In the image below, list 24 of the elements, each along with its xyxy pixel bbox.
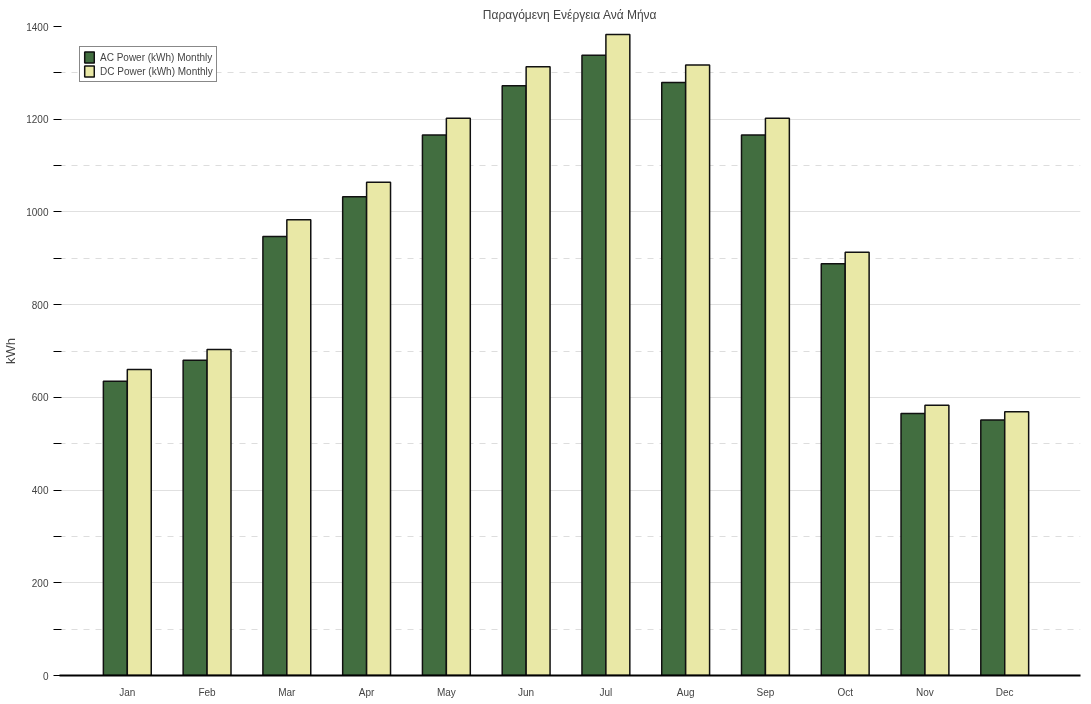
x-tick-label: Dec: [995, 686, 1014, 698]
x-tick-label: Sep: [756, 686, 775, 698]
x-tick-label: Apr: [358, 686, 376, 698]
y-tick-label: 1000: [26, 206, 49, 218]
x-tick-label: Feb: [198, 686, 217, 698]
x-tick-label: Jun: [518, 686, 535, 698]
x-tick-label: Jan: [119, 686, 136, 698]
x-tick-label: May: [436, 686, 456, 698]
y-tick-label: 400: [31, 485, 49, 497]
y-tick-label: 0: [42, 670, 49, 682]
x-tick-label: Mar: [278, 686, 297, 698]
x-tick-label: Jul: [599, 686, 613, 698]
y-tick-label: 200: [31, 577, 49, 589]
y-tick-label: 1200: [26, 114, 49, 126]
y-tick-label: 1400: [26, 21, 49, 33]
x-tick-label: Nov: [916, 686, 934, 698]
x-tick-label: Aug: [676, 686, 695, 698]
y-tick-label: 800: [31, 299, 49, 311]
x-tick-label: Oct: [837, 686, 854, 698]
chart-title: Παραγόμενη Ενέργεια Ανά Μήνα: [482, 7, 657, 22]
legend-label: AC Power (kWh) Monthly: [100, 50, 213, 64]
y-axis-title: kWh: [3, 338, 19, 364]
y-tick-label: 600: [31, 392, 49, 404]
legend-label: DC Power (kWh) Monthly: [100, 64, 213, 78]
